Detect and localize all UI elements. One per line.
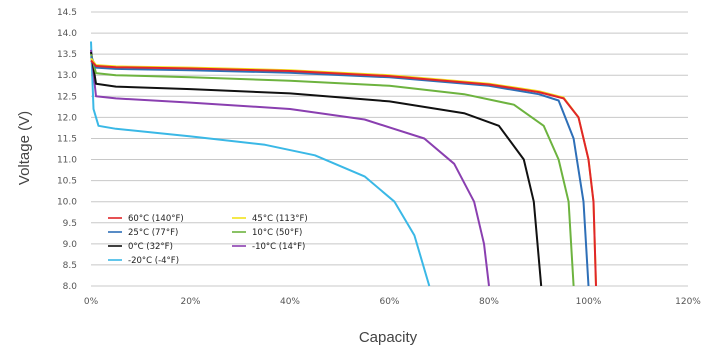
y-tick-label: 11.5 — [57, 134, 77, 144]
y-tick-label: 8.0 — [63, 282, 78, 292]
legend-label: 0°C (32°F) — [128, 242, 173, 252]
series-line — [90, 41, 431, 287]
x-tick-label: 40% — [280, 297, 300, 307]
series-line — [90, 55, 590, 287]
x-tick-label: 80% — [479, 297, 499, 307]
y-tick-label: 12.5 — [57, 92, 77, 102]
x-tick-label: 60% — [379, 297, 399, 307]
legend-label: 60°C (140°F) — [128, 214, 184, 224]
x-tick-label: 120% — [675, 297, 701, 307]
y-tick-label: 11.0 — [57, 156, 77, 166]
y-tick-label: 8.5 — [63, 261, 77, 271]
legend-label: 45°C (113°F) — [252, 214, 308, 224]
y-tick-labels: 8.0 8.5 9.0 9.5 10.0 10.5 11.0 11.5 12.0 12.5 13.0… — [57, 8, 77, 292]
y-tick-label: 13.5 — [57, 50, 77, 60]
x-tick-label: 0% — [84, 297, 99, 307]
x-tick-label: 100% — [576, 297, 602, 307]
x-tick-label: 20% — [180, 297, 200, 307]
y-tick-label: 10.0 — [57, 198, 77, 208]
y-tick-label: 12.0 — [57, 113, 77, 123]
legend-label: -10°C (14°F) — [252, 242, 305, 252]
legend: 60°C (140°F) 45°C (113°F) 25°C (77°F) 10°C … — [108, 214, 308, 266]
x-axis-title: Capacity — [359, 329, 418, 346]
series-line — [90, 49, 490, 287]
y-tick-label: 13.0 — [57, 71, 77, 81]
grid-lines — [91, 11, 688, 287]
series-lines — [90, 41, 597, 287]
y-tick-label: 14.0 — [57, 29, 77, 39]
series-line — [90, 53, 575, 287]
legend-label: 25°C (77°F) — [128, 228, 178, 238]
y-tick-label: 10.5 — [57, 177, 77, 187]
legend-label: 10°C (50°F) — [252, 228, 302, 238]
series-line — [90, 59, 597, 287]
x-tick-labels: 0% 20% 40% 60% 80% 100% 120% — [84, 297, 701, 307]
y-axis-title: Voltage (V) — [16, 111, 33, 185]
y-tick-label: 9.0 — [63, 240, 78, 250]
y-tick-label: 14.5 — [57, 8, 77, 18]
series-line — [90, 51, 543, 287]
legend-label: -20°C (-4°F) — [128, 256, 179, 266]
y-tick-label: 9.5 — [63, 219, 77, 229]
